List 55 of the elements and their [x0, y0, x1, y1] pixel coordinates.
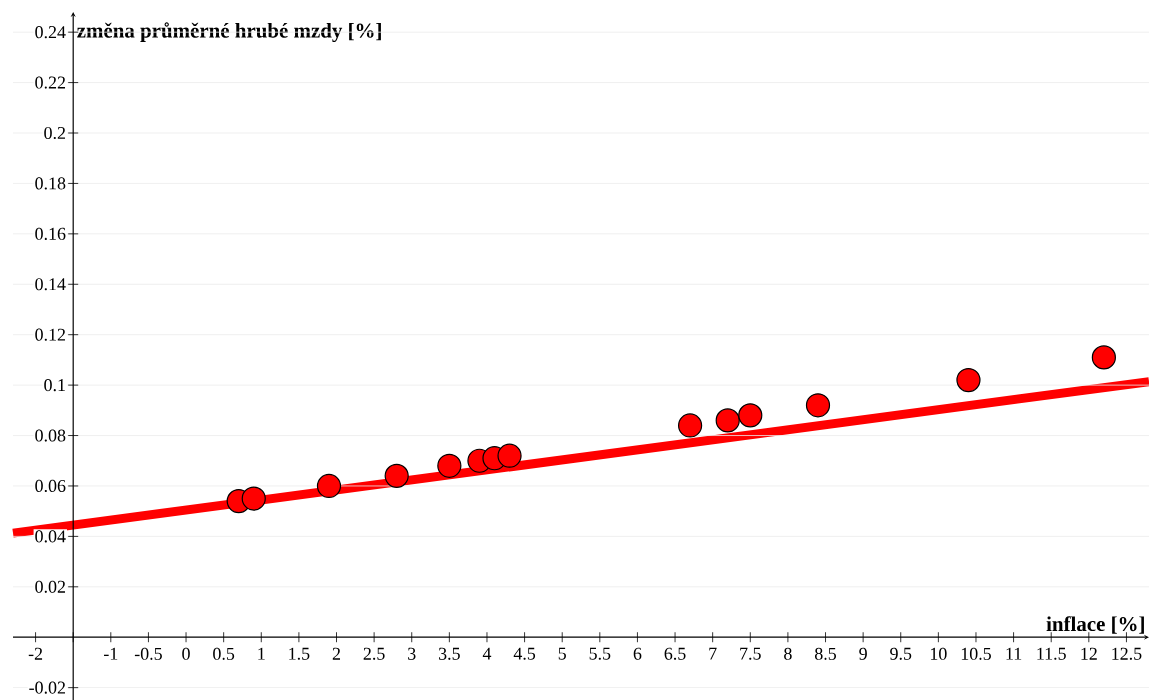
x-tick-label: 11.5 — [1037, 647, 1066, 660]
x-tick-label: -0.5 — [134, 647, 162, 660]
y-tick-label: 0.1 — [44, 378, 65, 392]
x-tick-label: 12.5 — [1112, 647, 1142, 660]
x-tick-label: 11 — [1006, 647, 1022, 660]
x-tick-label: 3 — [408, 647, 416, 660]
y-tick-label: 0.08 — [35, 429, 66, 442]
x-tick-label: 9.5 — [890, 647, 912, 660]
x-tick-label: 8.5 — [814, 647, 837, 660]
point — [384, 463, 409, 488]
y-tick-label: 0.24 — [35, 25, 66, 39]
y-tick-label: 0.04 — [35, 530, 66, 543]
x-tick-label: 12 — [1081, 647, 1097, 660]
point — [677, 413, 703, 438]
y-tick-label: 0.18 — [35, 177, 66, 190]
x-tick-label: 4 — [482, 647, 492, 660]
x-tick-label: 3.5 — [439, 647, 460, 660]
point — [241, 486, 266, 511]
x-tick-label: -1 — [104, 647, 118, 660]
x-axis-title: inflace [%] — [1046, 616, 1144, 634]
x-tick-label: 6 — [633, 647, 642, 660]
x-tick-label: 1 — [258, 647, 265, 660]
point — [715, 408, 740, 433]
point — [1091, 345, 1116, 370]
y-tick-label: 0.16 — [35, 227, 66, 240]
point — [956, 367, 981, 393]
x-tick-label: 10 — [930, 647, 947, 660]
point — [497, 443, 522, 468]
y-tick-label: 0.22 — [35, 76, 66, 89]
y-tick-label: 0.02 — [35, 580, 66, 593]
x-tick-label: 0.5 — [213, 647, 235, 660]
y-tick-label: 0.2 — [44, 126, 66, 139]
y-tick-label: -0.02 — [29, 681, 66, 694]
y-tick-label: 0.12 — [35, 328, 66, 341]
x-tick-label: 7 — [709, 647, 717, 660]
x-tick-label: 4.5 — [513, 647, 536, 660]
x-tick-label: 7.5 — [740, 647, 761, 660]
point — [738, 403, 763, 428]
x-tick-label: 8 — [784, 647, 792, 660]
x-tick-label: 5 — [558, 647, 566, 660]
x-tick-label: 0 — [182, 647, 190, 660]
x-tick-label: 2.5 — [363, 647, 385, 660]
x-tick-label: 2 — [332, 647, 341, 660]
y-axis-title: změna průměrné hrubé mzdy [%] — [77, 22, 381, 42]
x-tick-label: 6.5 — [664, 647, 686, 660]
x-tick-label: 9 — [859, 647, 867, 660]
point — [805, 393, 831, 418]
x-tick-label: 10.5 — [961, 647, 991, 660]
x-tick-label: 1.5 — [289, 647, 310, 660]
point — [316, 473, 342, 498]
point — [437, 453, 462, 478]
y-tick-label: 0.06 — [35, 479, 66, 492]
x-tick-label: 5.5 — [589, 647, 611, 660]
y-tick-label: 0.14 — [35, 278, 66, 291]
x-tick-label: -2 — [28, 647, 43, 660]
